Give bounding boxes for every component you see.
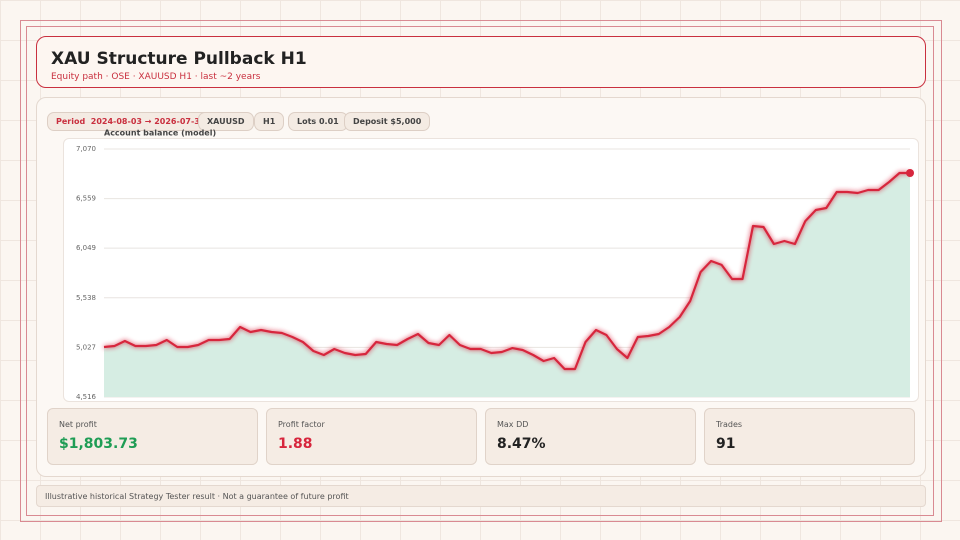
frame xyxy=(26,26,934,516)
stat-card: Net profit $1,803.73 xyxy=(47,408,258,465)
y-tick-label: 5,538 xyxy=(76,294,96,302)
chart-title: Account balance (model) xyxy=(104,129,216,138)
frame xyxy=(20,20,942,522)
y-tick-label: 7,070 xyxy=(76,145,96,153)
stat-value: 91 xyxy=(716,436,736,452)
chip: XAUUSD xyxy=(198,112,254,131)
y-tick-label: 6,049 xyxy=(76,244,96,252)
stat-value: $1,803.73 xyxy=(59,436,138,452)
footer: Illustrative historical Strategy Tester … xyxy=(36,485,926,507)
subtitle: Equity path · OSE · XAUUSD H1 · last ~2 … xyxy=(51,72,261,82)
stat-value: 8.47% xyxy=(497,436,546,452)
main-card: Period 2024-08-03 → 2026-07-31 XAUUSD H1… xyxy=(36,97,926,477)
area xyxy=(104,173,910,397)
y-tick-label: 4,516 xyxy=(76,393,97,401)
chart: Account balance (model) 4,516 5,027 5,538 6… xyxy=(76,129,914,401)
stat-card: Profit factor 1.88 xyxy=(266,408,477,465)
chip: Period 2024-08-03 → 2026-07-31 xyxy=(47,112,215,131)
chip: Lots 0.01 xyxy=(288,112,348,131)
stat-value: 1.88 xyxy=(278,436,313,452)
stat-label: Net profit xyxy=(59,420,97,429)
header: XAU Structure Pullback H1 Equity path · … xyxy=(36,36,926,88)
chip-label: Period xyxy=(56,117,86,126)
line xyxy=(103,171,910,371)
stat-label: Max DD xyxy=(497,420,529,429)
stat-label: Trades xyxy=(716,420,743,429)
title: XAU Structure Pullback H1 xyxy=(51,49,307,69)
y-tick-label: 6,559 xyxy=(76,195,96,203)
stat-label: Profit factor xyxy=(278,420,325,429)
chip-value: 2024-08-03 → 2026-07-31 xyxy=(90,117,206,126)
stat-card: Max DD 8.47% xyxy=(485,408,696,465)
end-point xyxy=(906,168,914,177)
chart-panel: Account balance (model) 4,516 5,027 5,538 6… xyxy=(63,129,919,402)
chip: H1 xyxy=(254,112,285,131)
stat-card: Trades 91 xyxy=(704,408,915,465)
chip: Deposit $5,000 xyxy=(344,112,431,131)
y-tick-label: 5,027 xyxy=(76,343,96,351)
